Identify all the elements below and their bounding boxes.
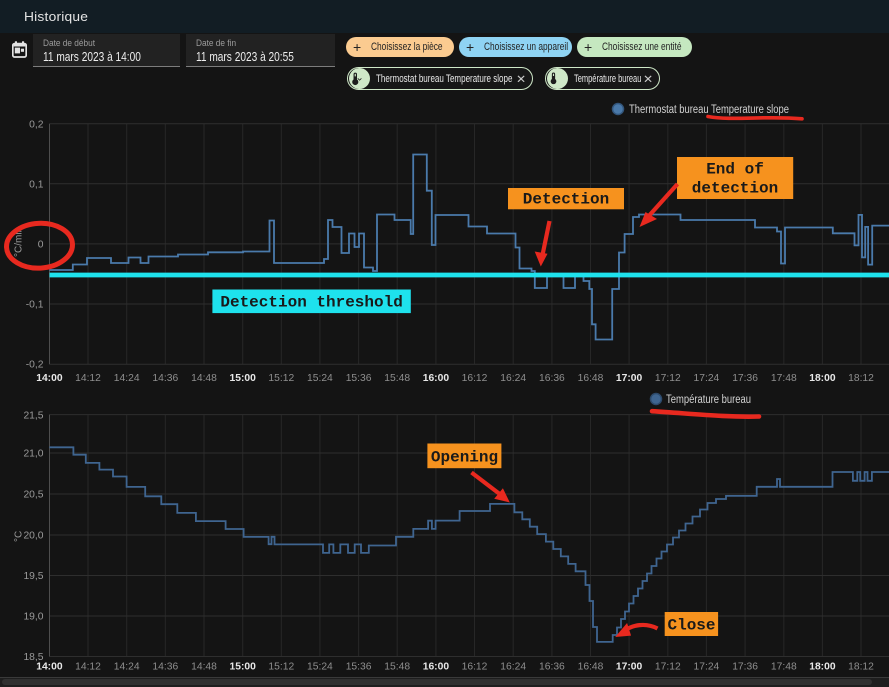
svg-text:17:00: 17:00: [616, 373, 643, 384]
svg-text:16:12: 16:12: [462, 662, 488, 673]
svg-text:°C/min: °C/min: [14, 227, 25, 257]
svg-text:15:12: 15:12: [268, 373, 294, 384]
svg-text:21,0: 21,0: [23, 449, 43, 460]
svg-text:16:36: 16:36: [539, 662, 565, 673]
svg-text:20,5: 20,5: [23, 490, 43, 501]
svg-text:14:48: 14:48: [191, 662, 217, 673]
svg-text:Température bureau: Température bureau: [666, 394, 751, 406]
svg-text:14:00: 14:00: [36, 662, 63, 673]
svg-text:15:12: 15:12: [268, 662, 294, 673]
svg-text:15:36: 15:36: [346, 373, 372, 384]
svg-text:17:24: 17:24: [694, 373, 720, 384]
svg-text:18:00: 18:00: [809, 373, 836, 384]
svg-text:°C: °C: [14, 531, 25, 542]
svg-text:Thermostat bureau Temperature: Thermostat bureau Temperature slope: [629, 104, 789, 116]
svg-text:14:48: 14:48: [191, 373, 217, 384]
svg-text:18:12: 18:12: [848, 373, 874, 384]
svg-text:-0,2: -0,2: [26, 360, 44, 371]
svg-text:14:36: 14:36: [152, 662, 178, 673]
svg-text:20,0: 20,0: [23, 531, 43, 542]
svg-text:16:12: 16:12: [462, 373, 488, 384]
svg-text:17:48: 17:48: [771, 373, 797, 384]
svg-text:19,0: 19,0: [23, 612, 43, 623]
svg-text:18:00: 18:00: [809, 662, 836, 673]
svg-text:16:36: 16:36: [539, 373, 565, 384]
svg-text:17:12: 17:12: [655, 662, 681, 673]
svg-text:15:24: 15:24: [307, 373, 333, 384]
svg-text:14:12: 14:12: [75, 373, 101, 384]
svg-text:16:00: 16:00: [423, 662, 450, 673]
svg-text:18,5: 18,5: [23, 652, 43, 663]
svg-text:16:24: 16:24: [500, 373, 526, 384]
svg-text:14:12: 14:12: [75, 662, 101, 673]
svg-text:21,5: 21,5: [23, 411, 43, 422]
svg-text:16:48: 16:48: [578, 373, 604, 384]
svg-text:14:36: 14:36: [152, 373, 178, 384]
svg-text:Opening: Opening: [431, 449, 498, 467]
svg-text:Close: Close: [667, 617, 715, 635]
svg-text:17:24: 17:24: [694, 662, 720, 673]
svg-text:detection: detection: [692, 180, 778, 198]
svg-text:End of: End of: [706, 161, 764, 179]
svg-text:17:36: 17:36: [732, 662, 758, 673]
svg-text:18:12: 18:12: [848, 662, 874, 673]
svg-text:-0,1: -0,1: [26, 300, 44, 311]
svg-text:15:48: 15:48: [384, 662, 410, 673]
svg-text:Detection: Detection: [523, 191, 609, 209]
svg-text:14:24: 14:24: [114, 662, 140, 673]
svg-text:14:00: 14:00: [36, 373, 63, 384]
svg-text:15:48: 15:48: [384, 373, 410, 384]
svg-text:0,1: 0,1: [29, 180, 44, 191]
svg-text:15:36: 15:36: [346, 662, 372, 673]
svg-text:15:00: 15:00: [230, 662, 257, 673]
svg-text:17:48: 17:48: [771, 662, 797, 673]
svg-text:17:12: 17:12: [655, 373, 681, 384]
svg-text:Detection threshold: Detection threshold: [220, 294, 402, 312]
svg-text:19,5: 19,5: [23, 571, 43, 582]
svg-text:14:24: 14:24: [114, 373, 140, 384]
svg-text:15:24: 15:24: [307, 662, 333, 673]
svg-text:16:00: 16:00: [423, 373, 450, 384]
svg-text:16:24: 16:24: [500, 662, 526, 673]
svg-text:16:48: 16:48: [578, 662, 604, 673]
svg-text:15:00: 15:00: [230, 373, 257, 384]
svg-text:0,2: 0,2: [29, 120, 44, 131]
svg-text:0: 0: [38, 240, 44, 251]
svg-text:17:36: 17:36: [732, 373, 758, 384]
svg-text:17:00: 17:00: [616, 662, 643, 673]
